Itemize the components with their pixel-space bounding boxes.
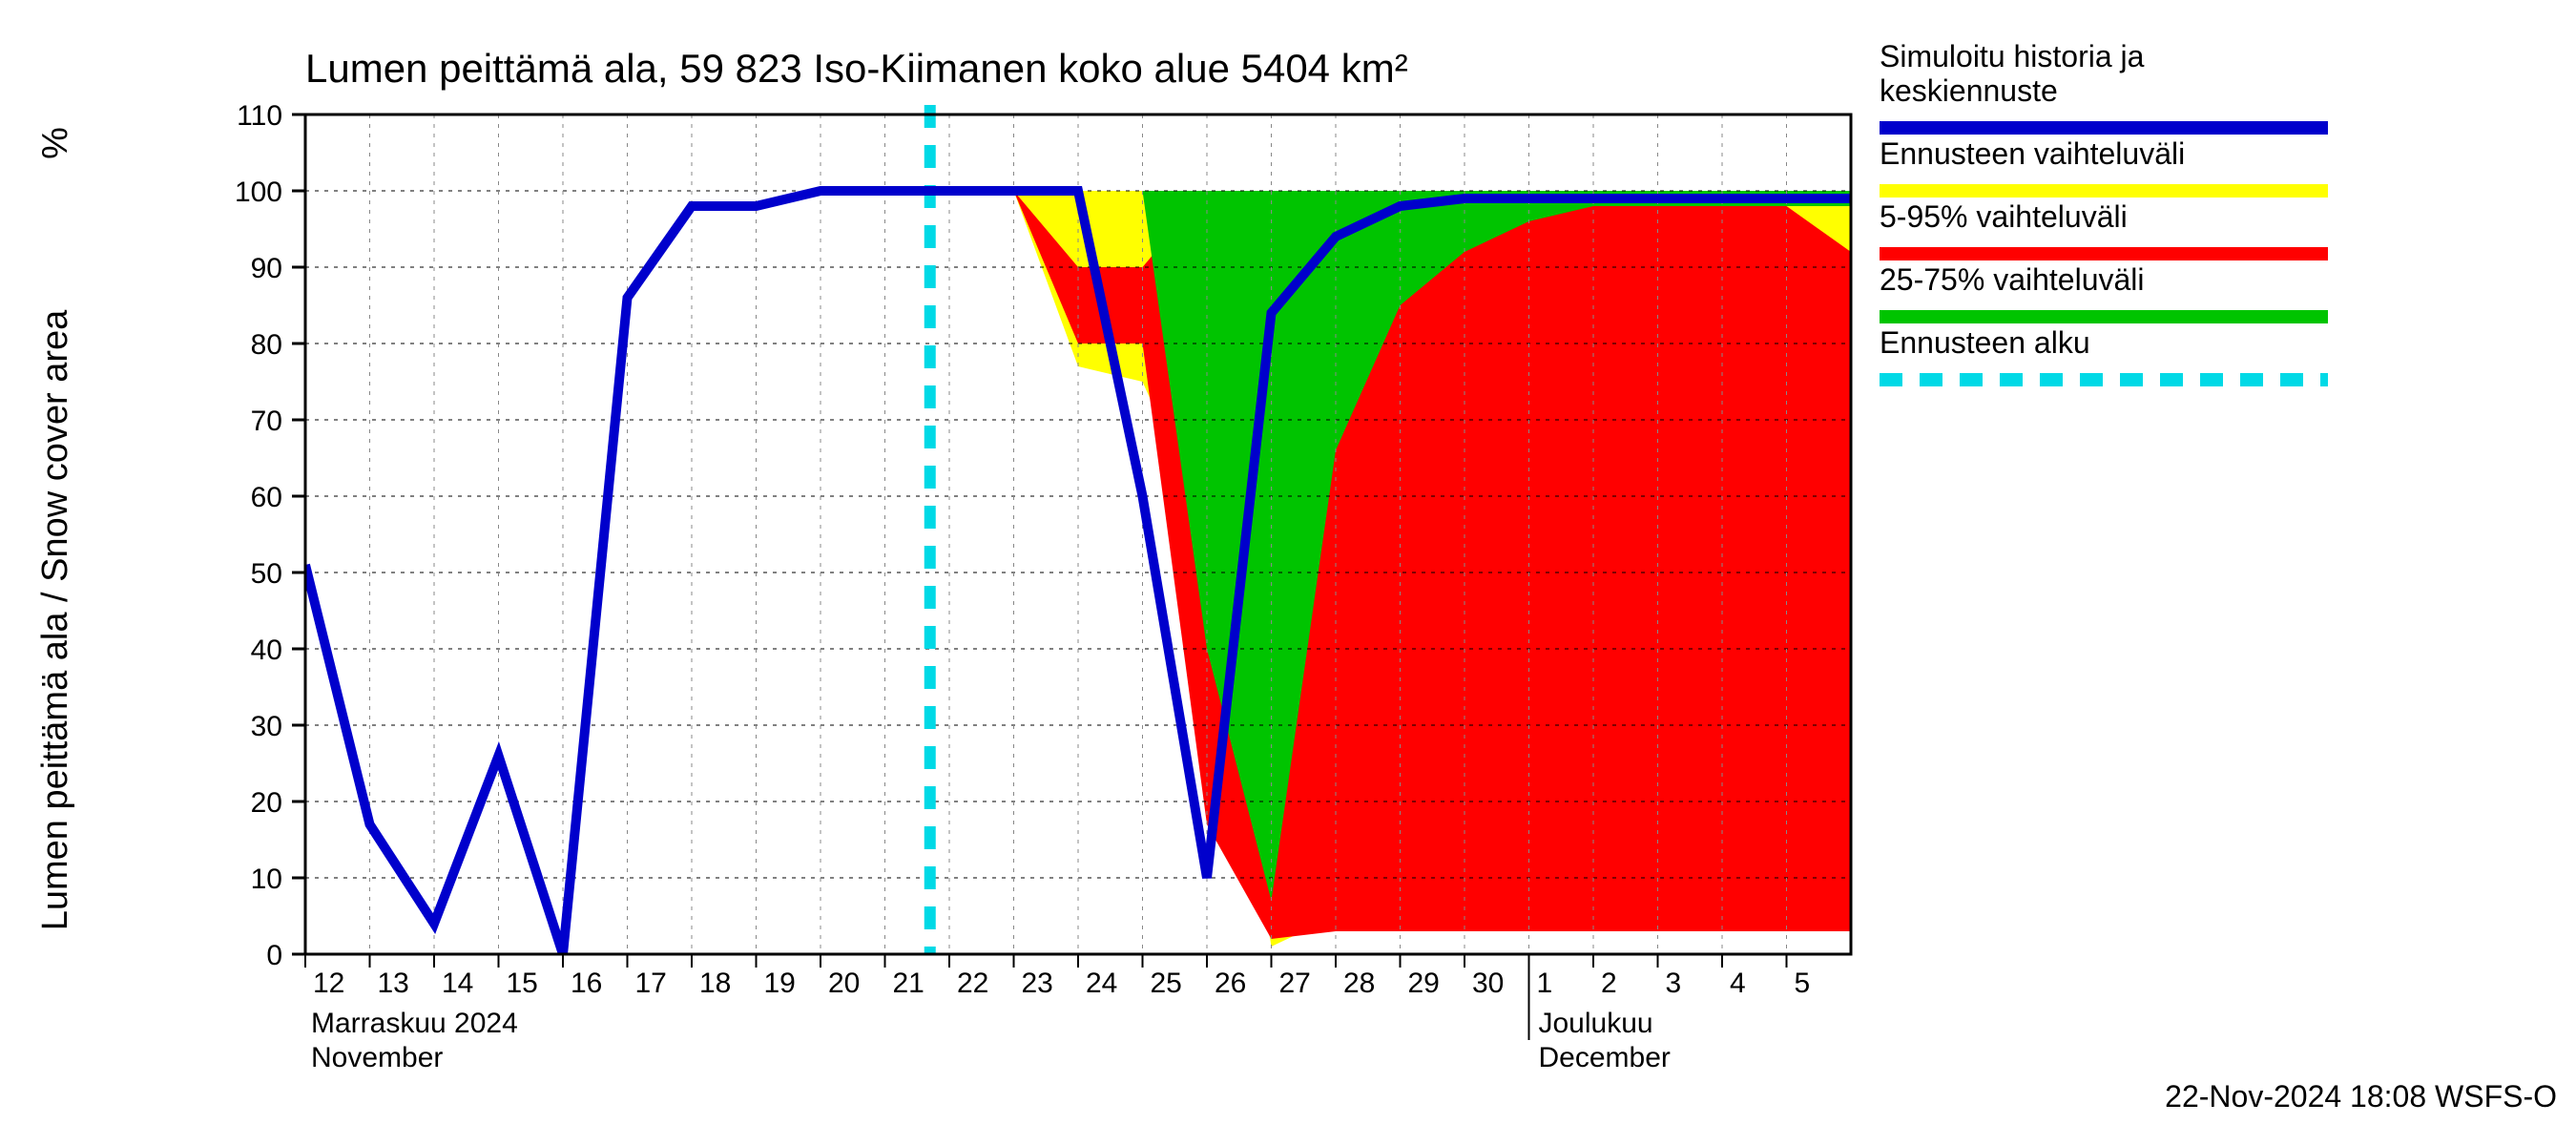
ytick-label: 20: [251, 787, 282, 819]
xtick-label: 22: [957, 968, 988, 999]
xtick-label: 16: [571, 968, 602, 999]
xtick-label: 24: [1086, 968, 1117, 999]
month-label-dec-en: December: [1539, 1042, 1671, 1073]
xtick-label: 19: [764, 968, 796, 999]
xtick-label: 3: [1666, 968, 1682, 999]
legend-cyan-label: Ennusteen alku: [1880, 325, 2090, 360]
ytick-label: 90: [251, 253, 282, 284]
xtick-label: 12: [313, 968, 344, 999]
ytick-label: 0: [266, 940, 282, 971]
xtick-label: 14: [442, 968, 473, 999]
xtick-label: 27: [1279, 968, 1311, 999]
ytick-label: 40: [251, 635, 282, 666]
ytick-label: 100: [235, 177, 282, 208]
ytick-label: 60: [251, 482, 282, 513]
xtick-label: 18: [699, 968, 731, 999]
legend-simuloitu-label: keskiennuste: [1880, 73, 2058, 108]
xtick-label: 25: [1151, 968, 1182, 999]
xtick-label: 17: [635, 968, 667, 999]
chart-title: Lumen peittämä ala, 59 823 Iso-Kiimanen …: [305, 46, 1408, 91]
xtick-label: 21: [893, 968, 924, 999]
legend-simuloitu-label: Simuloitu historia ja: [1880, 39, 2145, 73]
legend-red-label: 5-95% vaihteluväli: [1880, 199, 2128, 234]
y-axis-label: Lumen peittämä ala / Snow cover area: [35, 309, 75, 930]
ytick-label: 50: [251, 558, 282, 590]
xtick-label: 4: [1730, 968, 1746, 999]
xtick-label: 1: [1537, 968, 1553, 999]
xtick-label: 23: [1022, 968, 1053, 999]
footer-timestamp: 22-Nov-2024 18:08 WSFS-O: [2165, 1079, 2557, 1114]
xtick-label: 15: [507, 968, 538, 999]
ytick-label: 10: [251, 864, 282, 895]
chart-container: 0102030405060708090100110121314151617181…: [0, 0, 2576, 1145]
month-label-nov-fi: Marraskuu 2024: [311, 1008, 518, 1039]
xtick-label: 29: [1408, 968, 1440, 999]
legend-yellow-label: Ennusteen vaihteluväli: [1880, 136, 2185, 171]
xtick-label: 5: [1795, 968, 1811, 999]
legend-green-label: 25-75% vaihteluväli: [1880, 262, 2145, 297]
ytick-label: 80: [251, 329, 282, 361]
xtick-label: 2: [1601, 968, 1617, 999]
ytick-label: 30: [251, 711, 282, 742]
xtick-label: 28: [1343, 968, 1375, 999]
xtick-label: 30: [1472, 968, 1504, 999]
xtick-label: 13: [378, 968, 409, 999]
xtick-label: 26: [1215, 968, 1246, 999]
snow-cover-chart: 0102030405060708090100110121314151617181…: [0, 0, 2576, 1145]
y-axis-unit: %: [35, 127, 75, 159]
ytick-label: 70: [251, 406, 282, 437]
month-label-nov-en: November: [311, 1042, 443, 1073]
month-label-dec-fi: Joulukuu: [1539, 1008, 1653, 1039]
xtick-label: 20: [828, 968, 860, 999]
ytick-label: 110: [237, 100, 282, 132]
